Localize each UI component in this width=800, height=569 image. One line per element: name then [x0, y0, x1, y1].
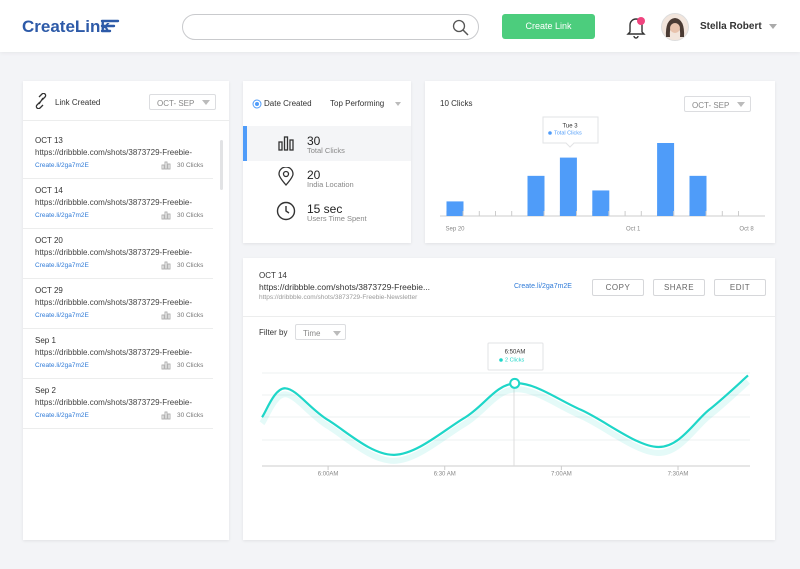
stat-label: India Location	[307, 180, 354, 189]
search-input[interactable]	[182, 14, 479, 40]
panel-title: Link Created	[55, 98, 101, 107]
item-date: OCT 20	[35, 236, 63, 245]
detail-panel: OCT 14 https://dribbble.com/shots/387372…	[243, 258, 775, 540]
bell-icon[interactable]	[624, 15, 648, 39]
item-clicks: 30 Clicks	[177, 162, 204, 169]
item-short-link[interactable]: Create.li/2ga7m2E	[35, 212, 89, 219]
dropdown-caret	[202, 100, 210, 105]
item-clicks: 30 Clicks	[177, 262, 204, 269]
logo[interactable]: CreateLink	[22, 17, 110, 36]
clicks-icon	[161, 311, 171, 320]
divider	[23, 228, 213, 229]
item-short-link[interactable]: Create.li/2ga7m2E	[35, 162, 89, 169]
copy-button[interactable]: COPY	[592, 279, 644, 296]
divider	[243, 316, 775, 317]
item-date: OCT 29	[35, 286, 63, 295]
divider	[23, 428, 213, 429]
item-clicks: 30 Clicks	[177, 362, 204, 369]
stat-value: 30	[307, 134, 321, 148]
dropdown-caret	[737, 102, 745, 107]
divider	[23, 378, 213, 379]
item-url[interactable]: https://dribbble.com/shots/3873729-Freeb…	[35, 298, 192, 307]
detail-date: OCT 14	[259, 271, 287, 280]
stat-value: 20	[307, 168, 321, 182]
tab[interactable]: Date Created	[264, 99, 312, 108]
item-date: OCT 13	[35, 136, 63, 145]
item-clicks: 30 Clicks	[177, 212, 204, 219]
divider	[23, 120, 229, 121]
item-url[interactable]: https://dribbble.com/shots/3873729-Freeb…	[35, 398, 192, 407]
clicks-icon	[161, 361, 171, 370]
clicks-icon	[161, 161, 171, 170]
avatar[interactable]	[661, 13, 689, 41]
location-icon	[278, 167, 294, 186]
dropdown-caret	[333, 331, 341, 336]
top-bar: CreateLink Create Link Stella Robert	[0, 0, 800, 52]
radio[interactable]	[252, 99, 262, 109]
filter-label: Filter by	[259, 328, 288, 337]
time-filter[interactable]: Time	[295, 324, 346, 340]
create-link-button[interactable]: Create Link	[502, 14, 595, 39]
selected-indicator	[243, 126, 247, 161]
item-date: Sep 1	[35, 336, 56, 345]
stat-label: Total Clicks	[307, 146, 345, 155]
divider	[23, 178, 213, 179]
clock-icon	[276, 201, 296, 221]
selected-row	[243, 126, 411, 161]
tab-caret	[395, 102, 401, 106]
stats-panel: Date Created Top Performing 30 Total Clic…	[243, 81, 411, 243]
item-url[interactable]: https://dribbble.com/shots/3873729-Freeb…	[35, 148, 192, 157]
divider	[23, 328, 213, 329]
detail-url: https://dribbble.com/shots/3873729-Freeb…	[259, 282, 431, 292]
item-url[interactable]: https://dribbble.com/shots/3873729-Freeb…	[35, 348, 192, 357]
scrollbar[interactable]	[220, 140, 223, 190]
filter-value: Time	[303, 329, 321, 338]
stat-value: 15 sec	[307, 202, 343, 216]
stat-label: Users Time Spent	[307, 214, 367, 223]
item-date: OCT 14	[35, 186, 63, 195]
user-caret[interactable]	[768, 23, 778, 31]
date-filter[interactable]: OCT- SEP	[684, 96, 751, 112]
item-url[interactable]: https://dribbble.com/shots/3873729-Freeb…	[35, 198, 192, 207]
filter-value: OCT- SEP	[692, 101, 730, 110]
item-short-link[interactable]: Create.li/2ga7m2E	[35, 262, 89, 269]
item-short-link[interactable]: Create.li/2ga7m2E	[35, 412, 89, 419]
filter-value: OCT- SEP	[157, 99, 195, 108]
chart-title: 10 Clicks	[440, 99, 473, 108]
clicks-panel: 10 Clicks OCT- SEP	[425, 81, 775, 243]
clicks-icon	[161, 261, 171, 270]
item-url[interactable]: https://dribbble.com/shots/3873729-Freeb…	[35, 248, 192, 257]
clicks-icon	[161, 211, 171, 220]
edit-button[interactable]: EDIT	[714, 279, 766, 296]
links-panel: Link Created OCT- SEP OCT 13 https://drib…	[23, 81, 229, 540]
logo-icon	[100, 19, 120, 33]
item-clicks: 30 Clicks	[177, 312, 204, 319]
clicks-icon	[161, 411, 171, 420]
item-short-link[interactable]: Create.li/2ga7m2E	[35, 312, 89, 319]
share-button[interactable]: SHARE	[653, 279, 705, 296]
search-icon[interactable]	[452, 19, 470, 37]
tab[interactable]: Top Performing	[330, 99, 385, 108]
divider	[23, 278, 213, 279]
short-link[interactable]: Create.li/2ga7m2E	[514, 283, 572, 290]
item-short-link[interactable]: Create.li/2ga7m2E	[35, 362, 89, 369]
item-date: Sep 2	[35, 386, 56, 395]
link-icon	[35, 93, 47, 109]
bar-icon	[278, 136, 294, 151]
date-filter[interactable]: OCT- SEP	[149, 94, 216, 110]
item-clicks: 30 Clicks	[177, 412, 204, 419]
user-name[interactable]: Stella Robert	[700, 21, 762, 32]
detail-full-url: https://dribbble.com/shots/3873729-Freeb…	[259, 294, 418, 301]
